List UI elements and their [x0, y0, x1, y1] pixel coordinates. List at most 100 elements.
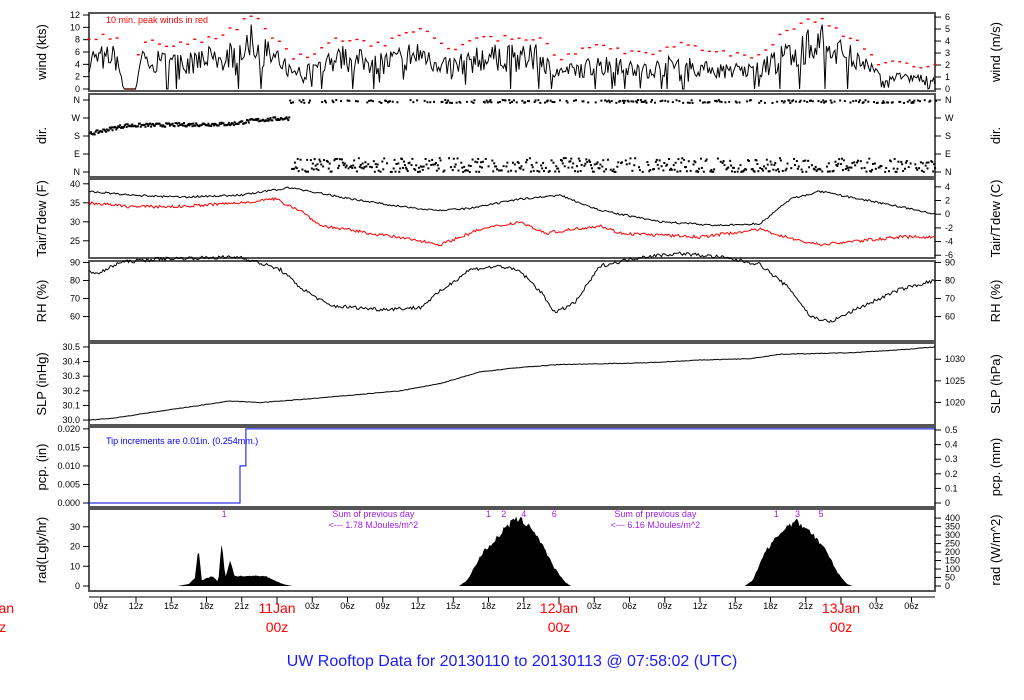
peak-wind-mark — [722, 50, 725, 52]
direction-point — [887, 101, 890, 104]
direction-point — [577, 157, 580, 160]
direction-point — [570, 157, 573, 160]
direction-point — [474, 160, 477, 163]
direction-point — [515, 101, 518, 104]
direction-point — [187, 122, 190, 125]
direction-point — [868, 157, 871, 160]
direction-point — [693, 160, 696, 163]
direction-point — [851, 162, 854, 165]
direction-point — [418, 166, 420, 169]
peak-wind-mark — [235, 28, 239, 31]
direction-point — [324, 101, 327, 104]
direction-point — [353, 159, 356, 162]
direction-point — [190, 122, 193, 125]
direction-point — [915, 166, 918, 169]
hour-mark-label: 1 — [774, 509, 779, 519]
direction-point — [89, 131, 92, 134]
direction-point — [480, 166, 483, 169]
direction-point — [764, 167, 767, 170]
direction-point — [171, 122, 174, 125]
direction-point — [813, 168, 816, 171]
peak-wind-mark — [496, 40, 500, 42]
direction-point — [843, 100, 846, 103]
direction-point — [561, 162, 564, 165]
relative-humidity-line — [88, 251, 936, 324]
direction-point — [153, 124, 156, 127]
direction-point — [629, 157, 632, 160]
direction-point — [713, 168, 716, 171]
direction-point — [176, 122, 179, 125]
direction-point — [502, 165, 505, 168]
y-tick-label-left: 30.0 — [62, 415, 80, 425]
direction-point — [271, 119, 274, 122]
direction-point — [921, 162, 924, 165]
direction-point — [330, 170, 333, 173]
day-label: 12Jan — [540, 600, 578, 616]
direction-point — [724, 101, 727, 104]
direction-point — [755, 159, 758, 162]
x-tick-label: 15z — [164, 601, 179, 611]
direction-point — [563, 165, 566, 168]
direction-point — [864, 99, 867, 102]
direction-point — [759, 167, 762, 170]
peak-wind-mark — [559, 58, 563, 61]
direction-point — [786, 162, 789, 165]
direction-point — [158, 122, 161, 125]
direction-point — [438, 157, 441, 160]
direction-point — [473, 99, 476, 102]
peak-wind-mark — [447, 47, 451, 50]
direction-point — [753, 170, 756, 173]
y-tick-label-left: 80 — [70, 275, 80, 285]
peak-wind-mark — [313, 53, 317, 55]
direction-point — [790, 167, 793, 170]
direction-point — [872, 101, 875, 104]
panel-frame — [88, 93, 936, 178]
direction-point — [484, 157, 487, 160]
peak-wind-mark — [263, 27, 267, 30]
direction-point — [721, 161, 724, 164]
direction-point — [469, 164, 472, 167]
direction-point — [867, 100, 870, 103]
direction-point — [671, 101, 674, 104]
direction-point — [488, 100, 491, 103]
direction-point — [203, 122, 206, 125]
direction-point — [320, 163, 323, 166]
direction-point — [490, 101, 493, 104]
direction-point — [233, 121, 236, 124]
direction-point — [346, 99, 349, 102]
peak-wind-mark — [299, 53, 302, 55]
peak-wind-mark — [855, 39, 859, 41]
direction-point — [437, 167, 440, 170]
direction-point — [454, 163, 457, 166]
direction-point — [848, 166, 851, 169]
direction-point — [450, 101, 453, 104]
peak-wind-mark — [362, 40, 366, 42]
direction-point — [747, 159, 750, 162]
panel-frame — [88, 260, 936, 342]
y-tick-label-left: W — [72, 113, 81, 123]
direction-point — [715, 100, 718, 103]
direction-point — [560, 159, 563, 162]
peak-wind-mark — [813, 21, 817, 23]
y-tick-label-right: 200 — [945, 547, 960, 557]
peak-wind-mark — [228, 27, 232, 29]
direction-point — [729, 159, 732, 162]
direction-point — [350, 164, 353, 167]
direction-point — [810, 164, 813, 167]
direction-point — [432, 163, 435, 166]
panel-rh: RH (%) RH (%) 60 70 80 90 60 70 80 90 — [34, 251, 1003, 342]
direction-point — [341, 161, 344, 164]
precip-annotation: Tip increments are 0.01in. (0.254mm.) — [106, 436, 258, 446]
direction-point — [173, 125, 176, 128]
direction-point — [829, 99, 832, 102]
direction-point — [819, 168, 822, 171]
x-tick-label: 18z — [763, 601, 778, 611]
direction-point — [705, 158, 708, 161]
direction-point — [268, 118, 271, 121]
peak-wind-mark — [531, 39, 535, 41]
peak-wind-mark — [898, 61, 902, 63]
direction-point — [668, 158, 671, 161]
peak-wind-mark — [693, 45, 697, 47]
direction-point — [168, 124, 171, 127]
direction-point — [589, 160, 592, 163]
